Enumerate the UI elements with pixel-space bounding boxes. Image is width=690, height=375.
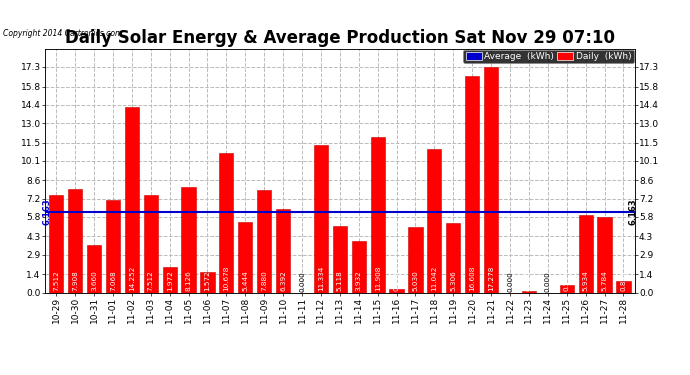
Bar bbox=[333, 226, 347, 292]
Text: 5.306: 5.306 bbox=[451, 271, 456, 291]
Text: 0.544: 0.544 bbox=[564, 271, 570, 291]
Legend: Average  (kWh), Daily  (kWh): Average (kWh), Daily (kWh) bbox=[463, 50, 634, 63]
Bar bbox=[560, 285, 574, 292]
Bar bbox=[125, 107, 139, 292]
Text: 5.118: 5.118 bbox=[337, 271, 343, 291]
Text: 0.000: 0.000 bbox=[299, 271, 305, 292]
Bar bbox=[163, 267, 177, 292]
Text: 11.334: 11.334 bbox=[318, 266, 324, 291]
Text: 10.678: 10.678 bbox=[224, 266, 229, 291]
Bar bbox=[257, 190, 271, 292]
Bar bbox=[578, 215, 593, 292]
Bar bbox=[427, 148, 442, 292]
Bar bbox=[106, 200, 120, 292]
Text: 11.042: 11.042 bbox=[431, 266, 437, 291]
Text: 6.163: 6.163 bbox=[629, 199, 638, 225]
Bar bbox=[200, 272, 215, 292]
Bar bbox=[522, 291, 536, 292]
Text: 14.252: 14.252 bbox=[129, 266, 135, 291]
Bar bbox=[276, 209, 290, 292]
Text: 0.000: 0.000 bbox=[507, 271, 513, 292]
Text: 7.512: 7.512 bbox=[53, 271, 59, 291]
Bar bbox=[219, 153, 233, 292]
Text: 0.000: 0.000 bbox=[545, 271, 551, 292]
Bar bbox=[408, 227, 422, 292]
Text: 7.880: 7.880 bbox=[262, 271, 267, 291]
Text: 7.512: 7.512 bbox=[148, 271, 154, 291]
Text: 11.908: 11.908 bbox=[375, 266, 381, 291]
Text: 1.972: 1.972 bbox=[167, 271, 172, 291]
Text: 6.392: 6.392 bbox=[280, 271, 286, 291]
Bar bbox=[87, 245, 101, 292]
Bar bbox=[314, 145, 328, 292]
Bar bbox=[446, 224, 460, 292]
Text: 8.126: 8.126 bbox=[186, 271, 192, 291]
Bar bbox=[238, 222, 253, 292]
Text: 7.908: 7.908 bbox=[72, 271, 78, 291]
Text: 5.784: 5.784 bbox=[602, 271, 608, 291]
Bar bbox=[352, 241, 366, 292]
Text: 1.572: 1.572 bbox=[204, 271, 210, 291]
Bar bbox=[616, 281, 631, 292]
Text: 6.163: 6.163 bbox=[42, 199, 51, 225]
Bar bbox=[49, 195, 63, 292]
Text: 5.934: 5.934 bbox=[582, 271, 589, 291]
Bar bbox=[484, 67, 498, 292]
Bar bbox=[144, 195, 158, 292]
Bar bbox=[598, 217, 611, 292]
Text: 3.932: 3.932 bbox=[356, 271, 362, 291]
Text: 3.660: 3.660 bbox=[91, 271, 97, 291]
Title: Daily Solar Energy & Average Production Sat Nov 29 07:10: Daily Solar Energy & Average Production … bbox=[65, 29, 615, 47]
Bar bbox=[371, 137, 385, 292]
Bar bbox=[68, 189, 82, 292]
Text: 7.068: 7.068 bbox=[110, 271, 116, 291]
Bar bbox=[465, 76, 480, 292]
Text: 16.608: 16.608 bbox=[469, 266, 475, 291]
Text: 5.030: 5.030 bbox=[413, 271, 418, 291]
Text: 17.278: 17.278 bbox=[488, 266, 494, 291]
Text: 5.444: 5.444 bbox=[242, 271, 248, 291]
Text: Copyright 2014 Cartronics.com: Copyright 2014 Cartronics.com bbox=[3, 28, 123, 38]
Text: 0.248: 0.248 bbox=[393, 271, 400, 291]
Text: 0.882: 0.882 bbox=[620, 271, 627, 291]
Bar bbox=[181, 187, 196, 292]
Bar bbox=[389, 289, 404, 292]
Text: 0.124: 0.124 bbox=[526, 271, 532, 291]
